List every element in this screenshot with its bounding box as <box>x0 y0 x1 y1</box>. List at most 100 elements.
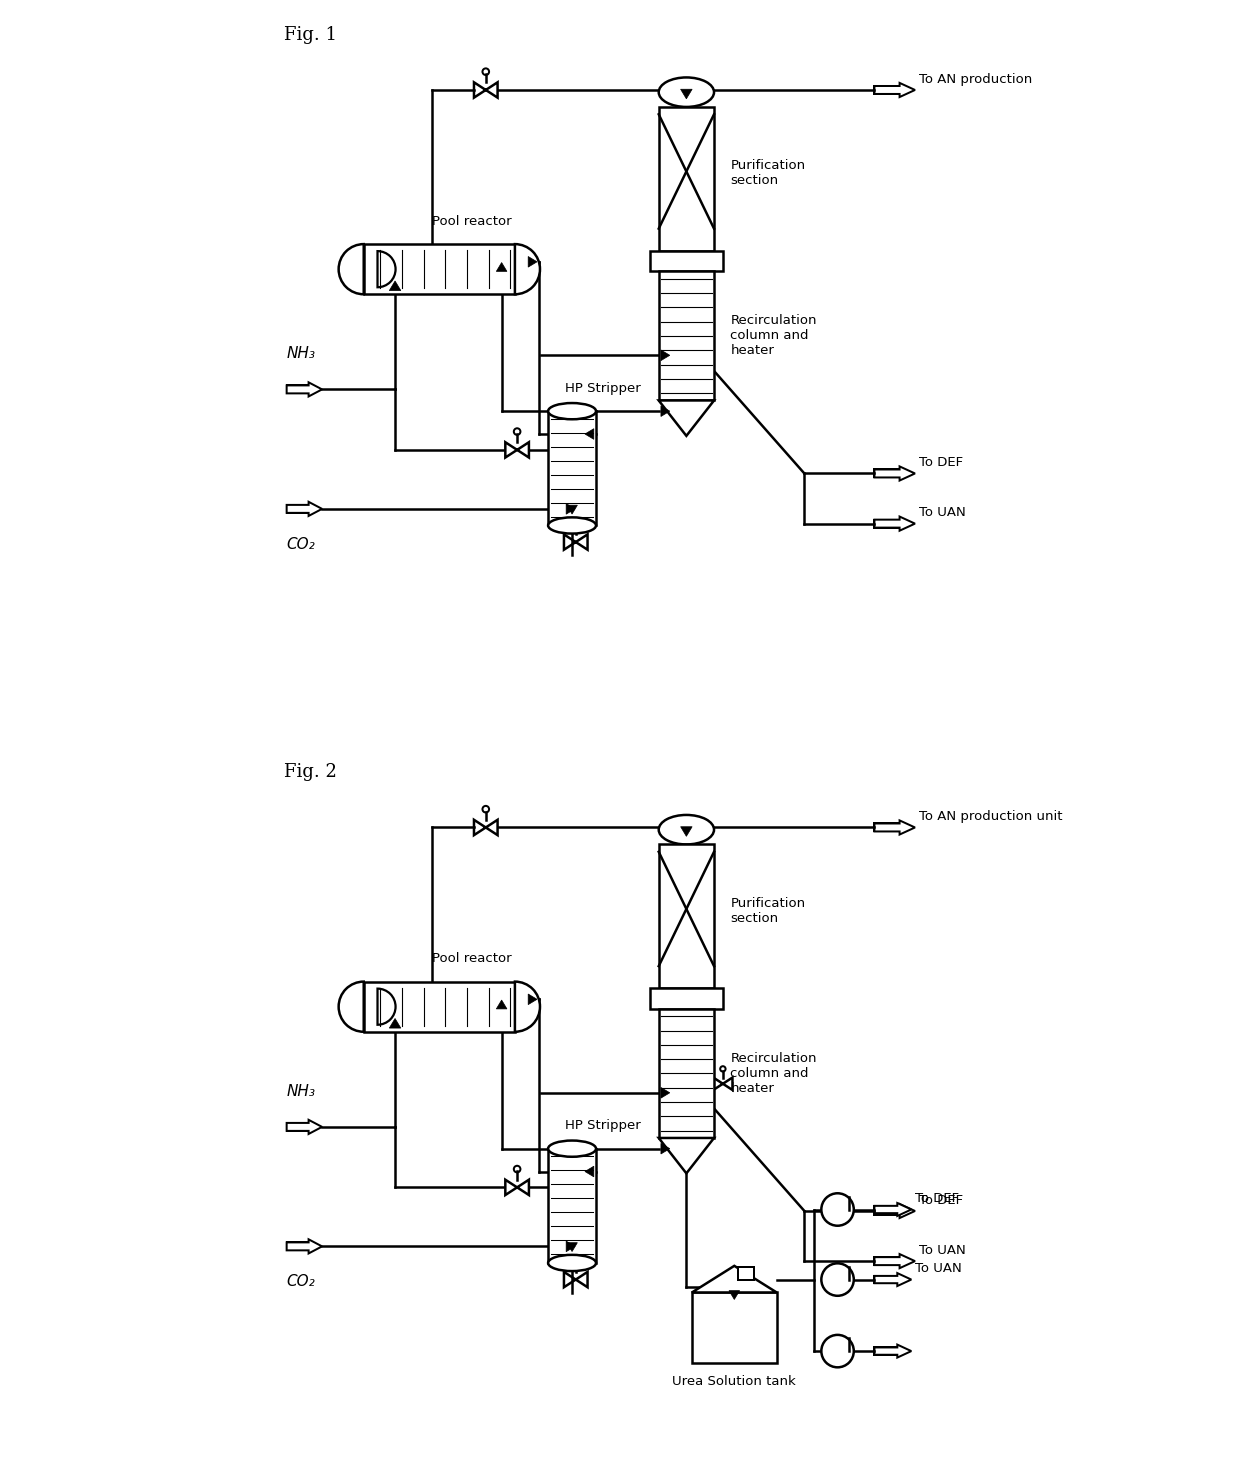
Text: To UAN: To UAN <box>919 1243 966 1257</box>
Circle shape <box>573 1258 579 1264</box>
Polygon shape <box>874 1204 915 1218</box>
Polygon shape <box>389 1018 401 1028</box>
Text: To DEF: To DEF <box>919 456 962 469</box>
Polygon shape <box>506 1180 529 1195</box>
Ellipse shape <box>548 1140 596 1156</box>
Polygon shape <box>474 83 497 97</box>
Bar <box>874 519 899 528</box>
Text: NH₃: NH₃ <box>286 347 316 361</box>
Polygon shape <box>389 280 401 291</box>
Polygon shape <box>874 820 915 835</box>
Polygon shape <box>729 1291 739 1299</box>
Bar <box>738 1267 754 1280</box>
Bar <box>650 251 723 271</box>
Polygon shape <box>874 1254 915 1268</box>
Bar <box>874 1348 898 1354</box>
Polygon shape <box>874 1204 911 1215</box>
Bar <box>692 1292 776 1363</box>
Polygon shape <box>286 1239 322 1254</box>
Circle shape <box>821 1263 854 1297</box>
Polygon shape <box>496 1000 507 1009</box>
Circle shape <box>513 428 521 435</box>
Polygon shape <box>658 1139 714 1174</box>
Polygon shape <box>474 820 497 835</box>
Bar <box>658 1009 714 1139</box>
Text: To DEF: To DEF <box>915 1192 959 1205</box>
Wedge shape <box>515 982 539 1032</box>
Bar <box>874 1257 899 1266</box>
Text: Recirculation
column and
heater: Recirculation column and heater <box>730 1052 817 1094</box>
Polygon shape <box>661 406 670 416</box>
Bar <box>548 1149 596 1263</box>
Circle shape <box>573 521 579 527</box>
Wedge shape <box>339 982 363 1032</box>
Polygon shape <box>286 1120 322 1134</box>
Polygon shape <box>286 502 322 516</box>
Bar <box>363 243 515 295</box>
Circle shape <box>482 805 489 813</box>
Text: To AN production: To AN production <box>919 72 1032 86</box>
Polygon shape <box>567 1242 578 1251</box>
Polygon shape <box>661 350 670 360</box>
Bar <box>658 271 714 400</box>
Text: HP Stripper: HP Stripper <box>564 1120 640 1133</box>
Text: To UAN: To UAN <box>915 1263 962 1274</box>
Polygon shape <box>528 994 537 1004</box>
Ellipse shape <box>658 77 714 106</box>
Polygon shape <box>567 504 578 513</box>
Polygon shape <box>658 400 714 437</box>
Text: HP Stripper: HP Stripper <box>564 382 640 395</box>
Polygon shape <box>874 1345 911 1357</box>
Polygon shape <box>713 1078 733 1090</box>
Bar <box>874 1207 899 1215</box>
Wedge shape <box>339 243 363 295</box>
Text: Pool reactor: Pool reactor <box>432 953 512 965</box>
Text: CO₂: CO₂ <box>286 1274 315 1289</box>
Bar <box>286 1122 309 1131</box>
Circle shape <box>513 1165 521 1173</box>
Polygon shape <box>496 263 507 271</box>
Polygon shape <box>661 1087 670 1097</box>
Wedge shape <box>377 988 396 1025</box>
Bar <box>363 982 515 1032</box>
Text: To UAN: To UAN <box>919 506 966 519</box>
Bar <box>874 1207 898 1212</box>
Circle shape <box>482 68 489 75</box>
Polygon shape <box>681 88 692 99</box>
Ellipse shape <box>548 1255 596 1271</box>
Bar <box>548 412 596 525</box>
Text: Urea Solution tank: Urea Solution tank <box>672 1375 796 1388</box>
Text: Pool reactor: Pool reactor <box>432 215 512 227</box>
Bar <box>658 844 714 988</box>
Wedge shape <box>515 243 539 295</box>
Circle shape <box>720 1066 725 1071</box>
Polygon shape <box>692 1266 776 1292</box>
Bar <box>874 1276 898 1283</box>
Ellipse shape <box>548 518 596 534</box>
Bar <box>650 988 723 1009</box>
Bar <box>286 1242 309 1251</box>
Polygon shape <box>874 466 915 481</box>
Polygon shape <box>874 1273 911 1286</box>
Polygon shape <box>528 257 537 267</box>
Text: To DEF: To DEF <box>919 1193 962 1207</box>
Text: Purification
section: Purification section <box>730 897 806 925</box>
Wedge shape <box>377 251 396 288</box>
Circle shape <box>821 1335 854 1367</box>
Polygon shape <box>585 429 594 440</box>
Text: Fig. 1: Fig. 1 <box>284 25 337 44</box>
Text: NH₃: NH₃ <box>286 1084 316 1099</box>
Bar <box>874 469 899 478</box>
Polygon shape <box>564 1271 588 1288</box>
Ellipse shape <box>658 814 714 844</box>
Bar <box>286 504 309 513</box>
Polygon shape <box>874 516 915 531</box>
Bar <box>874 823 899 832</box>
Ellipse shape <box>548 403 596 419</box>
Polygon shape <box>506 442 529 457</box>
Polygon shape <box>567 1240 575 1252</box>
Polygon shape <box>661 1143 670 1153</box>
Polygon shape <box>286 382 322 397</box>
Text: CO₂: CO₂ <box>286 537 315 552</box>
Polygon shape <box>874 83 915 97</box>
